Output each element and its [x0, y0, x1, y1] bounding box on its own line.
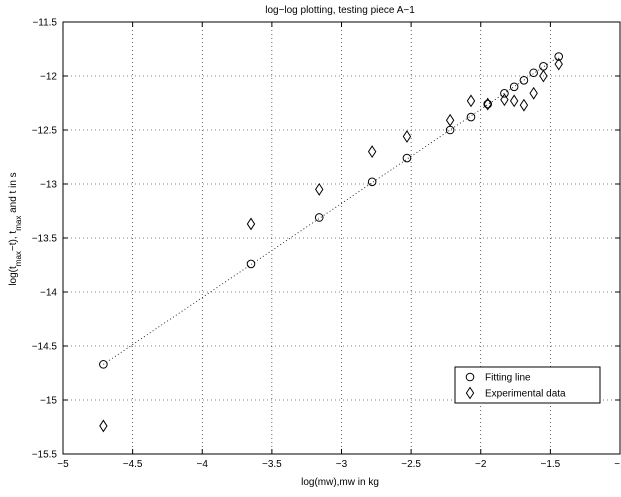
experimental-point: [246, 217, 256, 231]
fitting-point: [314, 213, 324, 222]
experimental-point: [519, 98, 529, 112]
y-axis-title-part-3: and t in s: [8, 172, 19, 215]
axis-ticks: [62, 21, 621, 455]
experimental-point: [539, 69, 548, 83]
legend-marker-circle: [465, 372, 475, 382]
x-tick-label: −3: [336, 459, 348, 470]
experimental-point: [500, 93, 509, 107]
x-tick-label: −2.5: [401, 459, 421, 470]
x-tick-label: −5: [57, 459, 69, 470]
legend-marker-diamond: [465, 386, 475, 400]
experimental-point: [483, 97, 492, 111]
y-tick-label: −14: [40, 288, 57, 299]
y-axis-title-part-1: log(t: [8, 266, 19, 286]
y-tick-label: −13.5: [32, 234, 58, 245]
fitting-point: [466, 112, 476, 122]
fit-line: [103, 56, 559, 365]
experimental-point: [554, 57, 563, 71]
y-tick-label: −15.5: [32, 450, 58, 461]
experimental-point: [509, 94, 519, 108]
experimental-point: [466, 94, 476, 108]
y-tick-label: −12: [40, 72, 57, 83]
experimental-point: [529, 86, 538, 100]
y-tick-label: −12.5: [32, 126, 58, 137]
x-tick-label: −4.5: [123, 459, 143, 470]
legend-box: [454, 366, 601, 404]
data-markers: [99, 52, 564, 433]
fitting-point: [519, 76, 529, 85]
x-tick-label: −1: [614, 459, 621, 470]
x-axis-title: log(mw),mw in kg: [301, 477, 379, 488]
fit-line-layer: [103, 56, 559, 365]
y-tick-label: −13: [40, 180, 57, 191]
fitting-point: [500, 88, 509, 98]
fitting-point: [539, 61, 548, 71]
y-tick-label: −11.5: [32, 18, 57, 29]
experimental-point: [315, 182, 324, 196]
fitting-point: [554, 52, 564, 61]
y-axis-title-part-2: −t), t: [8, 231, 19, 252]
fitting-point: [402, 153, 412, 163]
fitting-point: [483, 99, 493, 109]
y-axis-tick-labels: −15.5 −15 −14.5 −14 −13.5 −13 −12.5 −12 −11.5: [32, 18, 58, 461]
y-tick-label: −14.5: [32, 342, 58, 353]
x-axis-tick-labels: −5 −4.5 −4 −3.5 −3 −2.5 −2 −1.5 −1: [57, 459, 621, 470]
legend-label: Experimental data: [485, 389, 566, 400]
experimental-point: [445, 113, 455, 127]
fitting-point: [99, 360, 108, 369]
experimental-point: [99, 419, 108, 433]
fitting-point: [367, 177, 377, 187]
experimental-point: [402, 130, 412, 143]
chart-title: log−log plotting, testing piece A−1: [265, 5, 415, 16]
x-tick-label: −1.5: [541, 459, 561, 470]
legend: Fitting line Experimental data: [454, 366, 601, 404]
y-axis-title-sub-1: max: [14, 251, 23, 266]
y-axis-title: log(tmax−t), tmax and t in s: [8, 172, 23, 285]
fitting-point: [246, 259, 256, 269]
x-tick-label: −2: [475, 459, 487, 470]
fitting-point: [529, 68, 538, 78]
experimental-point: [367, 145, 377, 159]
x-tick-label: −4: [197, 459, 209, 470]
legend-label: Fitting line: [485, 373, 531, 384]
fitting-point: [509, 82, 519, 92]
x-tick-label: −3.5: [262, 459, 282, 470]
y-tick-label: −15: [40, 396, 57, 407]
grid-lines: [63, 22, 620, 454]
y-axis-title-sub-2: max: [14, 216, 23, 231]
